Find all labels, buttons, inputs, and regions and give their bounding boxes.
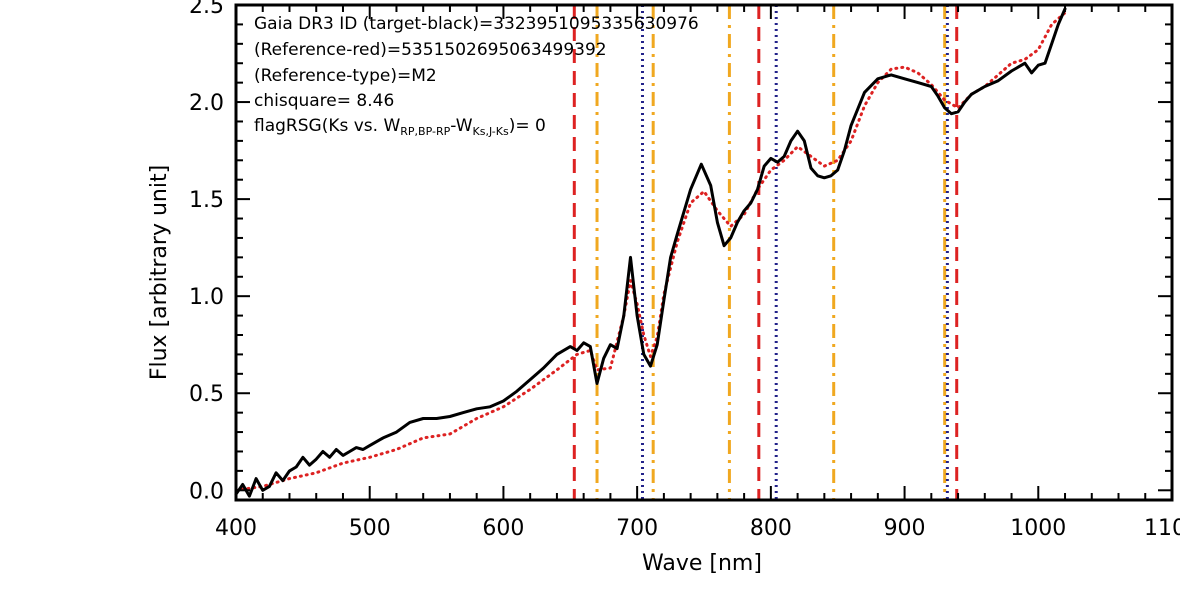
x-tick-label: 900 <box>884 516 926 541</box>
annotation-flag-rsg: flagRSG(Ks vs. WRP,BP-RP-WKs,J-Ks)= 0 <box>254 116 546 138</box>
x-tick-label: 400 <box>215 516 257 541</box>
flag-rsg-end: )= 0 <box>509 116 546 136</box>
annotation-chisquare: chisquare= 8.46 <box>254 91 394 111</box>
axis-ticks <box>235 4 1173 500</box>
x-tick-label: 800 <box>750 516 792 541</box>
plot-frame <box>234 3 1174 502</box>
x-tick-label: 700 <box>616 516 658 541</box>
vertical-reference-lines <box>572 5 959 500</box>
y-tick-label: 1.5 <box>189 188 224 213</box>
flag-rsg-main: flagRSG(Ks vs. W <box>254 116 400 136</box>
annotation-reference-type: (Reference-type)=M2 <box>254 66 437 86</box>
flag-rsg-sub2: Ks,J-Ks <box>473 125 509 138</box>
reference-spectrum-line <box>234 11 1067 492</box>
target-spectrum-line <box>234 7 1067 498</box>
annotation-gaia-id: Gaia DR3 ID (target-black)=3323951095335… <box>254 14 699 34</box>
y-tick-label: 0.0 <box>189 479 224 504</box>
y-tick-label: 2.0 <box>189 91 224 116</box>
y-tick-label: 1.0 <box>189 285 224 310</box>
y-tick-label: 2.5 <box>189 0 224 19</box>
x-tick-label: 500 <box>349 516 391 541</box>
x-tick-label: 1000 <box>1010 516 1066 541</box>
x-tick-label: 600 <box>482 516 524 541</box>
y-tick-label: 0.5 <box>189 382 224 407</box>
x-axis-label: Wave [nm] <box>642 551 762 576</box>
annotation-block: Gaia DR3 ID (target-black)=3323951095335… <box>254 14 699 138</box>
flag-rsg-sub1: RP,BP-RP <box>400 125 450 138</box>
spectrum-series <box>234 7 1067 498</box>
annotation-reference-id: (Reference-red)=5351502695063499392 <box>254 40 607 60</box>
flag-rsg-mid: -W <box>450 116 472 136</box>
y-axis-label: Flux [arbitrary unit] <box>147 165 172 380</box>
